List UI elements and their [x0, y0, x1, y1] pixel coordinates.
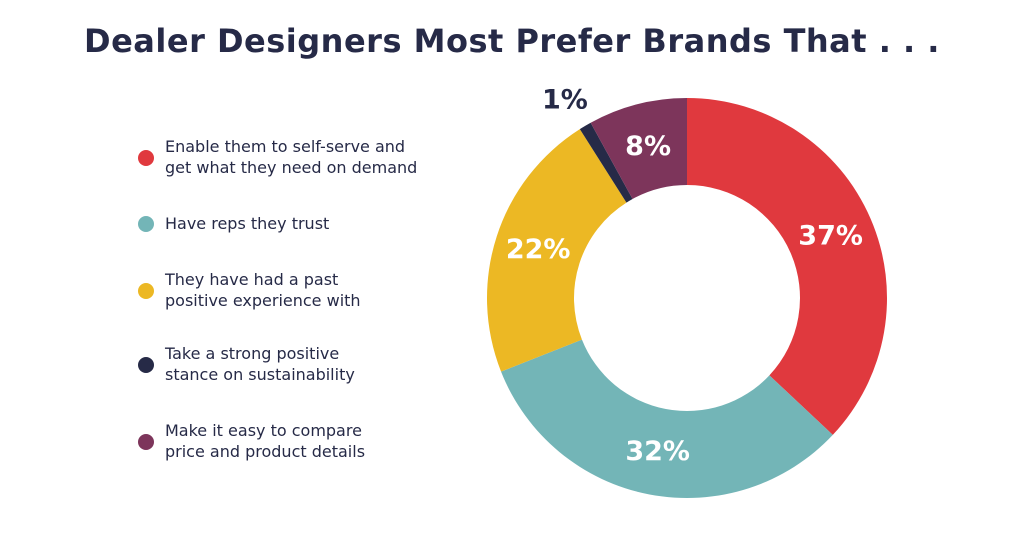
legend-item: Make it easy to compare price and produc…	[138, 420, 478, 470]
slice-value-label: 1%	[542, 84, 588, 115]
legend-item: Take a strong positive stance on sustain…	[138, 343, 478, 393]
donut-slice	[579, 122, 633, 203]
legend-marker	[138, 150, 154, 166]
chart-title: Dealer Designers Most Prefer Brands That…	[84, 22, 940, 60]
donut-slice	[501, 339, 833, 498]
legend-item: Have reps they trust	[138, 213, 478, 263]
donut-slice	[687, 98, 887, 435]
legend-marker	[138, 434, 154, 450]
slice-value-label: 32%	[625, 436, 690, 467]
legend-label: Have reps they trust	[165, 214, 330, 233]
slice-value-label: 8%	[625, 131, 671, 162]
legend-label: They have had a past positive experience…	[165, 270, 361, 310]
legend-marker	[138, 283, 154, 299]
slice-value-label: 22%	[506, 234, 571, 265]
legend-marker	[138, 357, 154, 373]
legend-label: Enable them to self-serve and get what t…	[165, 137, 418, 177]
legend-marker	[138, 216, 154, 232]
legend-label: Make it easy to compare price and produc…	[165, 421, 366, 461]
slice-value-label: 37%	[798, 220, 863, 251]
legend-label: Take a strong positive stance on sustain…	[165, 344, 355, 384]
donut-slice	[590, 98, 687, 199]
legend-item: Enable them to self-serve and get what t…	[138, 136, 478, 186]
donut-slice	[487, 129, 627, 372]
legend-item: They have had a past positive experience…	[138, 269, 478, 319]
